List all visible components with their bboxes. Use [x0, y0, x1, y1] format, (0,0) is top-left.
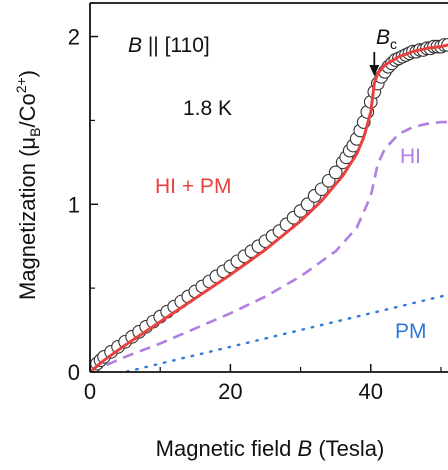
series-line-hi-pm — [90, 43, 448, 372]
data-markers — [90, 38, 448, 372]
x-tick-label: 40 — [359, 379, 383, 404]
pm-label: PM — [395, 320, 427, 343]
series-line-hi — [90, 120, 448, 372]
critical-field-label: Bc — [376, 26, 397, 52]
critical-field-arrow-head — [369, 65, 380, 76]
data-point — [328, 165, 343, 180]
y-tick-label: 2 — [68, 25, 80, 50]
hi-pm-label: HI + PM — [155, 175, 231, 198]
hi-label: HI — [400, 145, 421, 168]
x-tick-label: 20 — [218, 379, 242, 404]
y-tick-label: 0 — [68, 360, 80, 385]
x-tick-label: 0 — [84, 379, 96, 404]
x-axis-title: Magnetic field B (Tesla) — [156, 436, 385, 461]
y-tick-label: 1 — [68, 192, 80, 217]
axes — [89, 2, 448, 373]
series-layer — [90, 38, 448, 372]
critical-field-marker: Bc — [369, 26, 397, 76]
field-direction-label: B || [110] — [128, 34, 210, 57]
y-axis-title: Magnetization (μB/Co2+) — [13, 70, 43, 300]
temperature-label: 1.8 K — [183, 97, 232, 120]
